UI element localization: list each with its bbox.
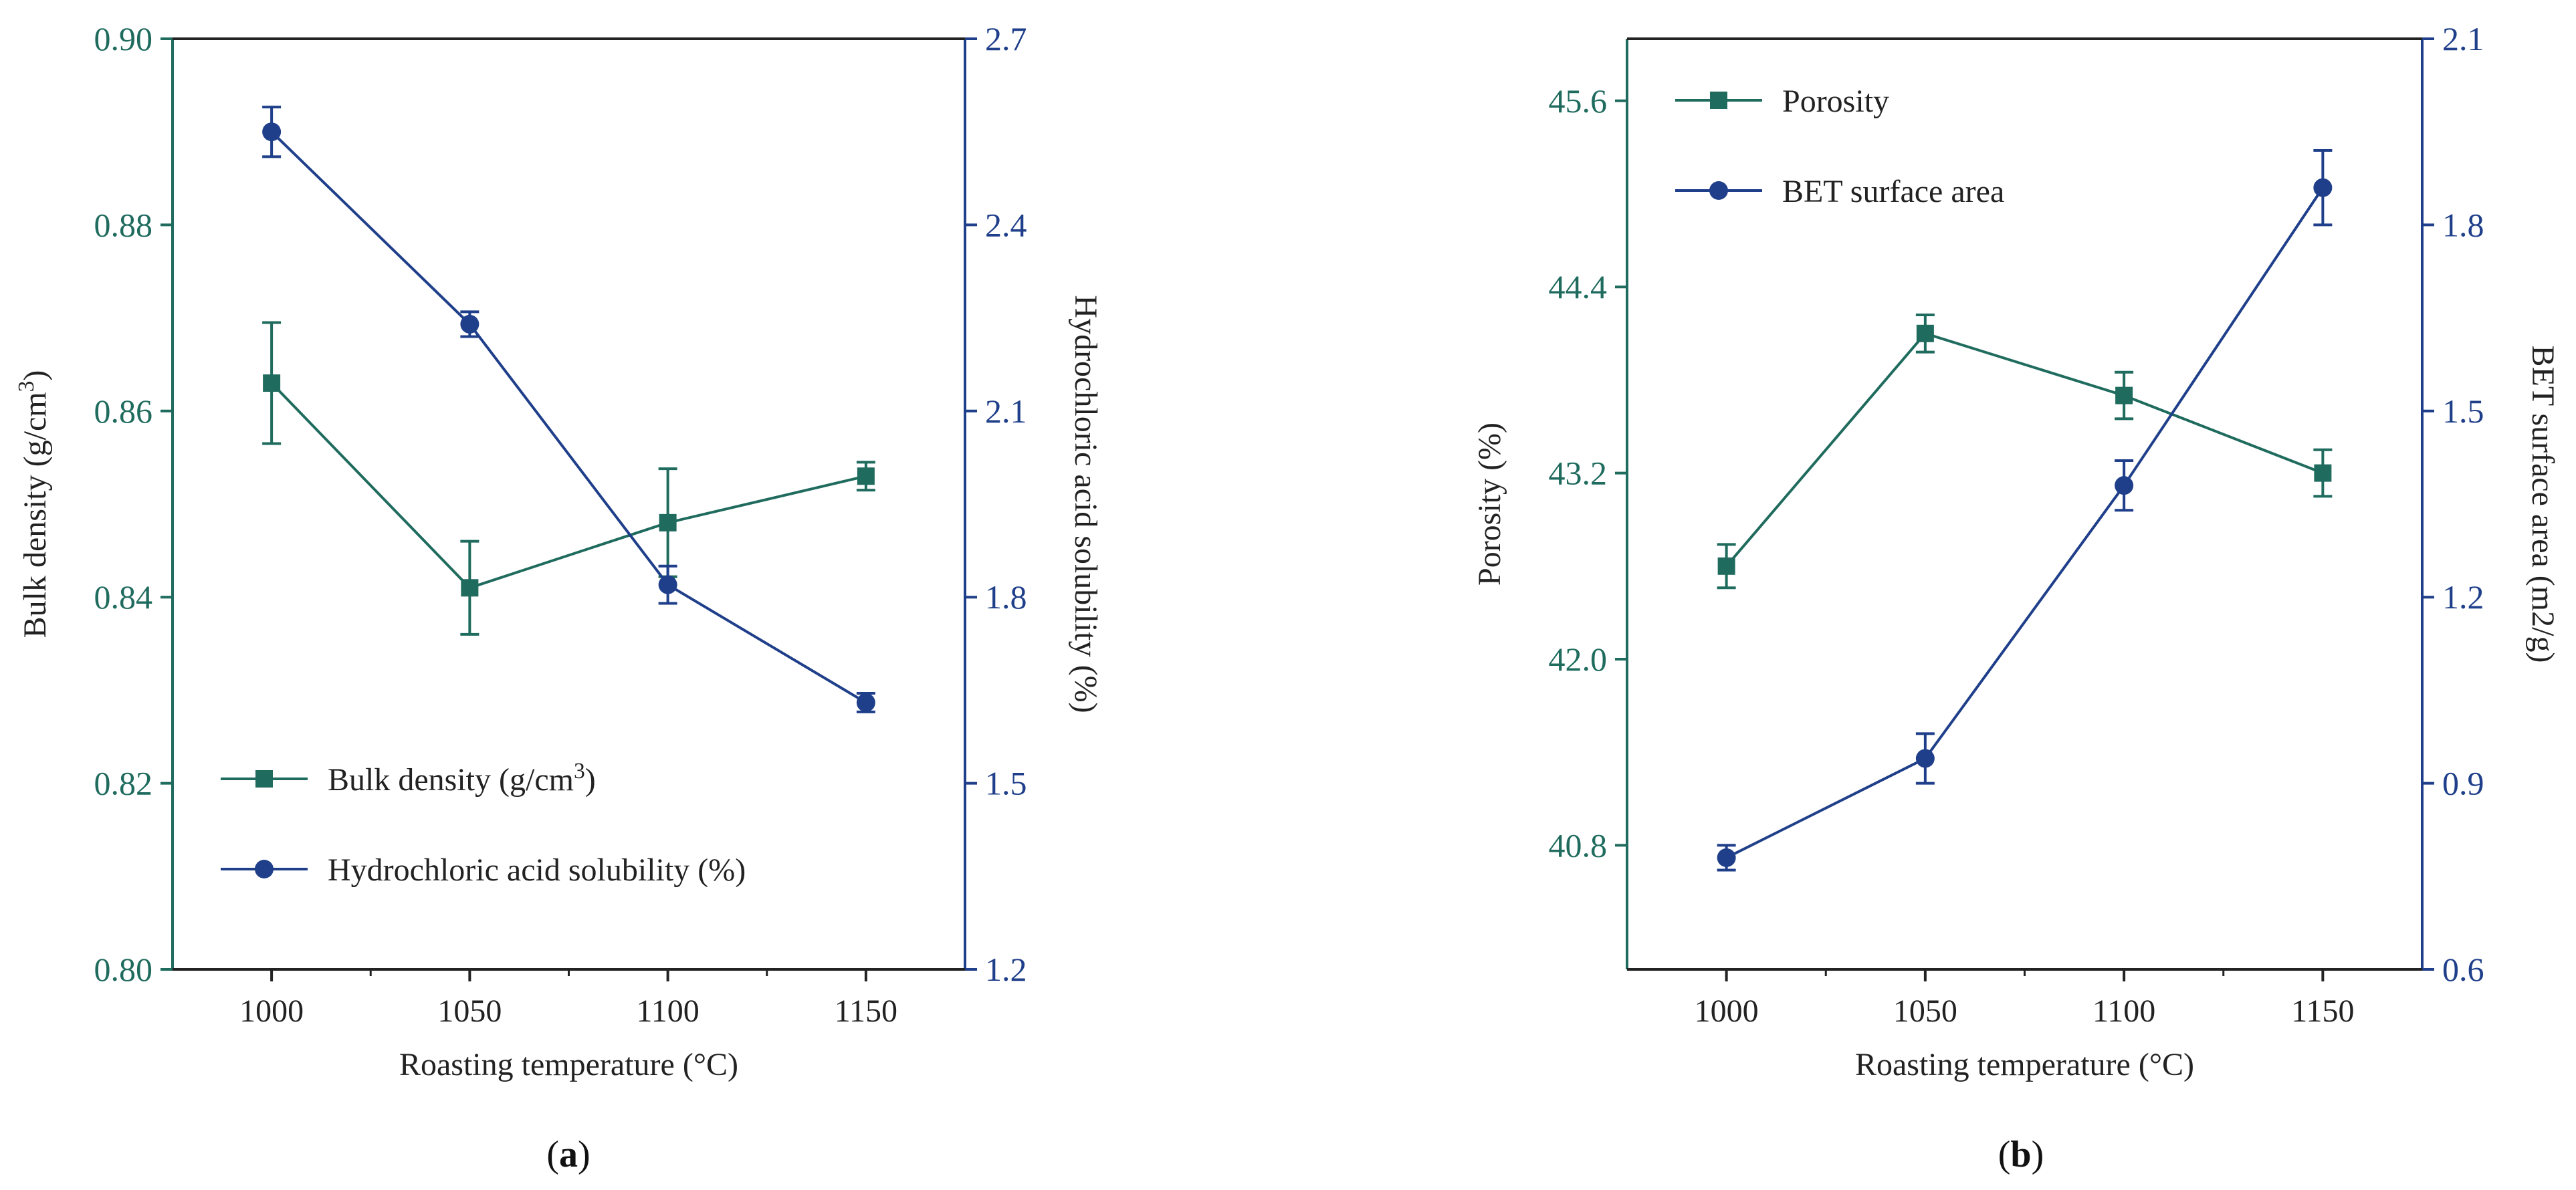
data-point-square xyxy=(461,579,479,597)
data-point-circle xyxy=(2115,476,2134,495)
right-tick-label: 1.8 xyxy=(985,578,1027,616)
data-point-circle xyxy=(658,575,677,594)
panel-b: 1000 1050 1100 1150 40.8 42.0 43.2 44.4 45.6 0.6 0… xyxy=(1472,20,2561,1175)
right-tick-label: 2.1 xyxy=(2442,20,2484,57)
right-tick-label: 2.7 xyxy=(985,20,1027,57)
x-axis-label: Roasting temperature (°C) xyxy=(399,1047,738,1082)
legend-marker-square xyxy=(1710,92,1727,109)
left-tick-label: 0.86 xyxy=(94,392,153,430)
x-tick-label: 1100 xyxy=(637,993,700,1029)
right-tick-label: 0.6 xyxy=(2442,951,2484,988)
right-tick-label: 2.1 xyxy=(985,392,1027,430)
series-line xyxy=(270,382,867,590)
x-tick-label: 1000 xyxy=(239,993,304,1029)
left-tick-label: 0.88 xyxy=(94,206,153,243)
left-tick-label: 0.90 xyxy=(94,20,153,57)
right-axis-label: Hydrochloric acid solubility (%) xyxy=(1068,295,1103,713)
data-point-circle xyxy=(856,693,875,712)
data-point-square xyxy=(2314,464,2332,482)
left-tick-label: 44.4 xyxy=(1549,268,1608,306)
data-point-circle xyxy=(1915,749,1935,768)
legend-marker-square xyxy=(255,770,273,788)
left-tick-label: 43.2 xyxy=(1549,455,1608,492)
left-axis-label: Bulk density (g/cm3) xyxy=(14,370,53,638)
x-tick-label: 1050 xyxy=(1893,993,1957,1029)
left-tick-label: 0.80 xyxy=(94,951,153,988)
series-line xyxy=(270,130,867,704)
legend-label: Bulk density (g/cm3) xyxy=(328,759,596,798)
data-point-square xyxy=(2115,386,2133,404)
data-point-circle xyxy=(1717,848,1736,867)
x-tick-label: 1150 xyxy=(2291,993,2354,1029)
right-tick-label: 0.9 xyxy=(2442,765,2484,802)
left-tick-label: 0.82 xyxy=(94,765,153,802)
data-point-square xyxy=(1717,557,1735,575)
right-tick-label: 1.2 xyxy=(985,951,1027,988)
legend-label: Hydrochloric acid solubility (%) xyxy=(328,852,746,888)
data-point-circle xyxy=(460,314,479,334)
data-point-circle xyxy=(262,122,282,142)
left-tick-label: 40.8 xyxy=(1549,826,1608,864)
panel-label: (a) xyxy=(546,1134,590,1175)
left-tick-label: 0.84 xyxy=(94,578,153,616)
left-axis-label: Porosity (%) xyxy=(1472,423,1507,586)
data-point-square xyxy=(263,374,281,392)
panel-label: (b) xyxy=(1998,1134,2044,1175)
x-tick-label: 1150 xyxy=(835,993,897,1029)
right-tick-label: 1.5 xyxy=(2442,392,2484,430)
right-tick-label: 1.2 xyxy=(2442,578,2484,616)
right-tick-label: 1.8 xyxy=(2442,206,2484,243)
data-point-square xyxy=(659,513,677,531)
x-axis-label: Roasting temperature (°C) xyxy=(1855,1047,2194,1082)
right-axis-label: BET surface area (m2/g) xyxy=(2525,346,2561,663)
right-tick-label: 2.4 xyxy=(985,206,1027,243)
data-point-square xyxy=(1916,324,1934,342)
data-point-square xyxy=(857,467,875,485)
data-point-circle xyxy=(2313,178,2333,197)
left-tick-label: 45.6 xyxy=(1549,82,1608,120)
x-tick-label: 1100 xyxy=(2092,993,2155,1029)
x-tick-label: 1000 xyxy=(1695,993,1759,1029)
legend-label: Porosity xyxy=(1782,84,1889,119)
series-line xyxy=(1725,187,2325,859)
legend-label: BET surface area xyxy=(1782,174,2004,209)
legend-marker-circle xyxy=(255,860,274,878)
left-tick-label: 42.0 xyxy=(1549,640,1608,678)
legend-marker-circle xyxy=(1709,181,1728,200)
panel-a: 1000 1050 1100 1150 0.80 0.82 0.84 0.86 0.88 0.90… xyxy=(14,20,1104,1175)
x-tick-label: 1050 xyxy=(437,993,502,1029)
right-tick-label: 1.5 xyxy=(985,765,1027,802)
series-line xyxy=(1725,332,2324,568)
